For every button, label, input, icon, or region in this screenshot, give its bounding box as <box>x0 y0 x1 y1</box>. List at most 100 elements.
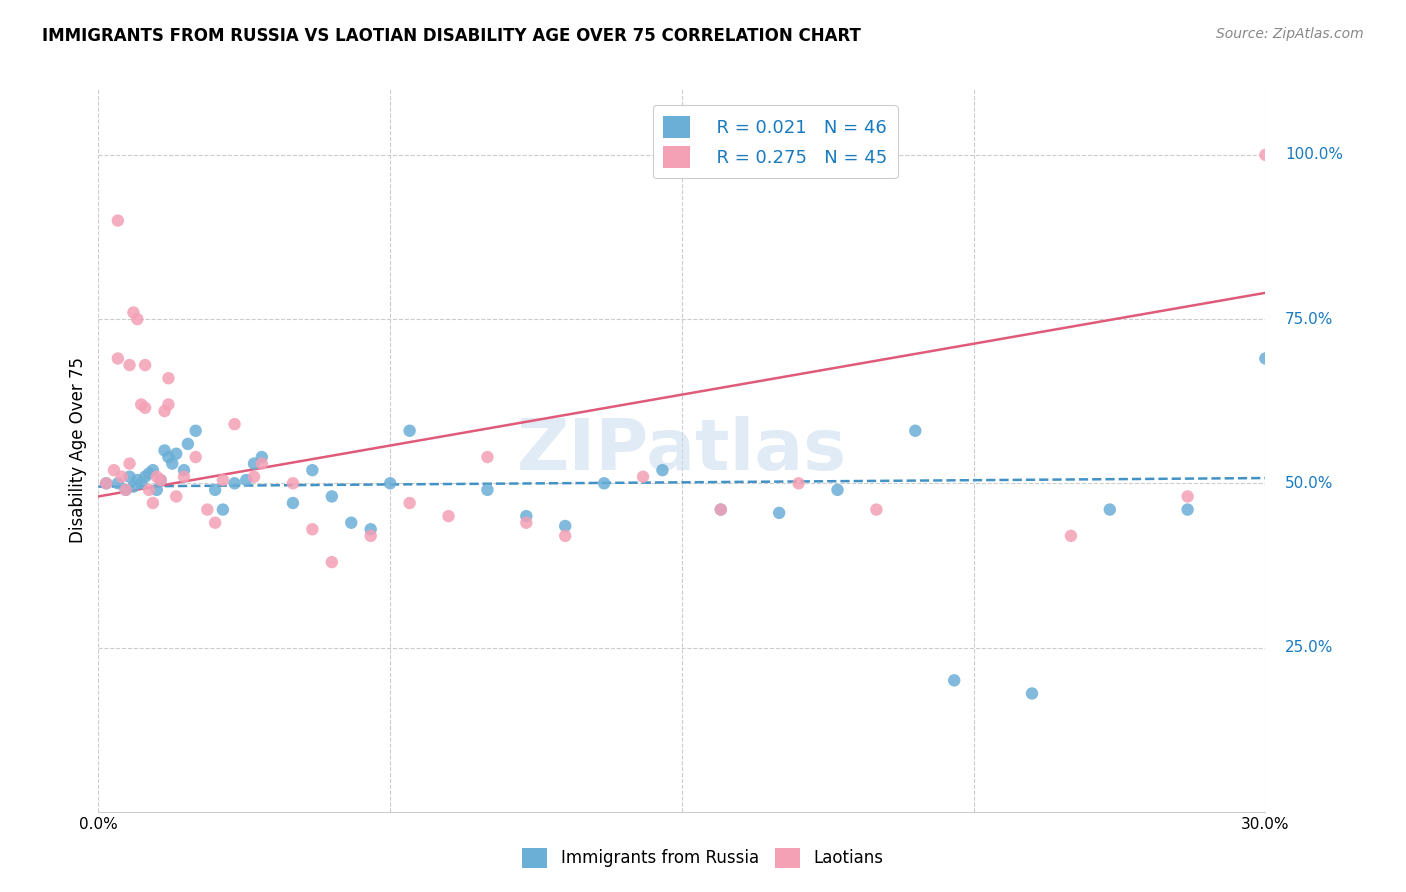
Legend:   R = 0.021   N = 46,   R = 0.275   N = 45: R = 0.021 N = 46, R = 0.275 N = 45 <box>652 105 898 178</box>
Point <box>134 358 156 372</box>
Point <box>107 476 129 491</box>
Text: ZIPatlas: ZIPatlas <box>517 416 846 485</box>
Point <box>554 519 576 533</box>
Text: 25.0%: 25.0% <box>1285 640 1333 655</box>
Point <box>301 522 323 536</box>
Point <box>96 476 118 491</box>
Point <box>250 457 273 471</box>
Point <box>224 417 246 432</box>
Point <box>1254 148 1277 162</box>
Point <box>243 469 266 483</box>
Point <box>177 437 200 451</box>
Point <box>129 397 152 411</box>
Point <box>321 555 343 569</box>
Point <box>157 450 180 464</box>
Point <box>1098 502 1121 516</box>
Point <box>157 397 180 411</box>
Point <box>515 516 537 530</box>
Point <box>301 463 323 477</box>
Y-axis label: Disability Age Over 75: Disability Age Over 75 <box>69 358 87 543</box>
Point <box>360 522 382 536</box>
Point <box>787 476 810 491</box>
Point <box>865 502 887 516</box>
Point <box>212 473 235 487</box>
Point <box>380 476 402 491</box>
Point <box>157 371 180 385</box>
Point <box>768 506 790 520</box>
Point <box>1254 351 1277 366</box>
Point <box>138 467 160 481</box>
Point <box>250 450 273 464</box>
Point <box>204 516 226 530</box>
Text: 50.0%: 50.0% <box>1285 475 1333 491</box>
Point <box>477 450 499 464</box>
Point <box>142 463 165 477</box>
Point <box>398 496 420 510</box>
Point <box>1060 529 1083 543</box>
Point <box>477 483 499 497</box>
Point <box>118 469 141 483</box>
Point <box>235 473 257 487</box>
Point <box>118 457 141 471</box>
Point <box>360 529 382 543</box>
Point <box>134 469 156 483</box>
Point <box>111 469 134 483</box>
Point <box>127 473 149 487</box>
Point <box>138 483 160 497</box>
Point <box>281 496 304 510</box>
Point <box>165 490 187 504</box>
Point <box>129 476 152 491</box>
Point <box>398 424 420 438</box>
Text: 75.0%: 75.0% <box>1285 311 1333 326</box>
Point <box>943 673 966 688</box>
Point <box>107 213 129 227</box>
Point <box>204 483 226 497</box>
Text: Source: ZipAtlas.com: Source: ZipAtlas.com <box>1216 27 1364 41</box>
Point <box>165 447 187 461</box>
Text: 100.0%: 100.0% <box>1285 147 1343 162</box>
Legend: Immigrants from Russia, Laotians: Immigrants from Russia, Laotians <box>516 841 890 875</box>
Point <box>710 502 733 516</box>
Point <box>554 529 576 543</box>
Point <box>153 404 176 418</box>
Point <box>184 450 207 464</box>
Point <box>651 463 673 477</box>
Point <box>153 443 176 458</box>
Point <box>1021 686 1043 700</box>
Point <box>710 502 733 516</box>
Point <box>114 483 136 497</box>
Point <box>149 473 172 487</box>
Point <box>631 469 654 483</box>
Point <box>195 502 218 516</box>
Point <box>114 483 136 497</box>
Point <box>904 424 927 438</box>
Point <box>118 358 141 372</box>
Point <box>103 463 125 477</box>
Point <box>127 312 149 326</box>
Point <box>515 509 537 524</box>
Point <box>1177 490 1199 504</box>
Point <box>184 424 207 438</box>
Point <box>122 305 145 319</box>
Point <box>1177 502 1199 516</box>
Point <box>340 516 363 530</box>
Point <box>321 490 343 504</box>
Point <box>107 351 129 366</box>
Point <box>142 496 165 510</box>
Point <box>212 502 235 516</box>
Point <box>96 476 118 491</box>
Point <box>146 483 169 497</box>
Point <box>243 457 266 471</box>
Point <box>173 463 195 477</box>
Point <box>146 469 169 483</box>
Point <box>134 401 156 415</box>
Point <box>437 509 460 524</box>
Point <box>224 476 246 491</box>
Point <box>149 473 172 487</box>
Point <box>162 457 184 471</box>
Point <box>122 480 145 494</box>
Point <box>173 469 195 483</box>
Text: IMMIGRANTS FROM RUSSIA VS LAOTIAN DISABILITY AGE OVER 75 CORRELATION CHART: IMMIGRANTS FROM RUSSIA VS LAOTIAN DISABI… <box>42 27 860 45</box>
Point <box>827 483 849 497</box>
Point <box>593 476 616 491</box>
